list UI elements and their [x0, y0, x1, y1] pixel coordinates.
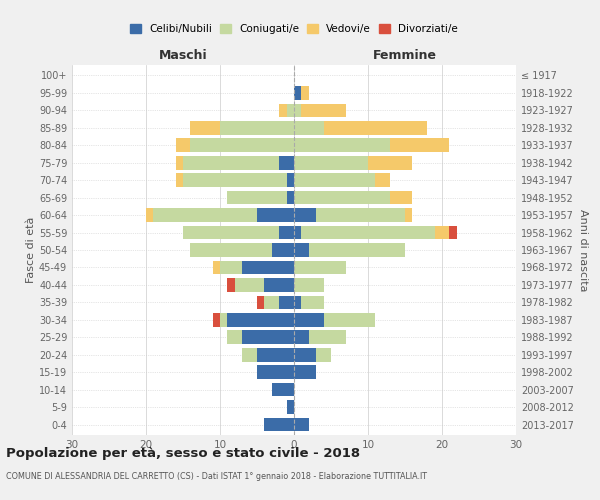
Bar — [294, 418, 309, 432]
Bar — [176, 156, 183, 170]
Bar — [294, 156, 368, 170]
Bar — [323, 313, 376, 326]
Bar — [257, 348, 294, 362]
Bar — [294, 366, 316, 379]
Legend: Celibi/Nubili, Coniugati/e, Vedovi/e, Divorziati/e: Celibi/Nubili, Coniugati/e, Vedovi/e, Di… — [128, 22, 460, 36]
Bar — [294, 138, 390, 152]
Bar — [294, 208, 316, 222]
Bar — [227, 191, 287, 204]
Y-axis label: Anni di nascita: Anni di nascita — [578, 209, 587, 291]
Bar — [301, 86, 309, 100]
Bar — [279, 226, 294, 239]
Bar — [242, 330, 294, 344]
Text: COMUNE DI ALESSANDRIA DEL CARRETTO (CS) - Dati ISTAT 1° gennaio 2018 - Elaborazi: COMUNE DI ALESSANDRIA DEL CARRETTO (CS) … — [6, 472, 427, 481]
Bar — [265, 278, 294, 291]
Bar — [272, 243, 294, 257]
Bar — [242, 260, 294, 274]
Text: Femmine: Femmine — [373, 50, 437, 62]
Bar — [294, 86, 301, 100]
Text: Popolazione per età, sesso e stato civile - 2018: Popolazione per età, sesso e stato civil… — [6, 448, 360, 460]
Bar — [294, 278, 323, 291]
Bar — [301, 226, 434, 239]
Bar — [294, 313, 323, 326]
Bar — [294, 121, 323, 134]
Bar — [309, 243, 405, 257]
Bar — [294, 174, 376, 187]
Bar — [294, 260, 346, 274]
Bar — [279, 104, 287, 117]
Bar — [316, 208, 405, 222]
Y-axis label: Fasce di età: Fasce di età — [26, 217, 36, 283]
Bar — [265, 418, 294, 432]
Bar — [220, 121, 294, 134]
Bar — [294, 104, 301, 117]
Bar — [390, 191, 412, 204]
Bar — [212, 260, 220, 274]
Bar — [301, 104, 346, 117]
Bar — [220, 260, 242, 274]
Bar — [368, 156, 412, 170]
Bar — [257, 208, 294, 222]
Bar — [257, 366, 294, 379]
Bar — [242, 348, 257, 362]
Bar — [309, 330, 346, 344]
Bar — [257, 296, 265, 309]
Bar — [390, 138, 449, 152]
Text: Maschi: Maschi — [158, 50, 208, 62]
Bar — [287, 191, 294, 204]
Bar — [316, 348, 331, 362]
Bar — [405, 208, 412, 222]
Bar — [376, 174, 390, 187]
Bar — [190, 138, 294, 152]
Bar — [323, 121, 427, 134]
Bar — [183, 156, 279, 170]
Bar — [449, 226, 457, 239]
Bar — [279, 156, 294, 170]
Bar — [294, 296, 301, 309]
Bar — [212, 313, 220, 326]
Bar — [294, 226, 301, 239]
Bar — [183, 226, 279, 239]
Bar — [176, 174, 183, 187]
Bar — [146, 208, 154, 222]
Bar — [227, 313, 294, 326]
Bar — [287, 400, 294, 414]
Bar — [294, 330, 309, 344]
Bar — [294, 243, 309, 257]
Bar — [294, 348, 316, 362]
Bar — [294, 191, 390, 204]
Bar — [287, 104, 294, 117]
Bar — [190, 121, 220, 134]
Bar — [227, 330, 242, 344]
Bar — [272, 383, 294, 396]
Bar — [434, 226, 449, 239]
Bar — [235, 278, 265, 291]
Bar — [265, 296, 279, 309]
Bar — [190, 243, 272, 257]
Bar — [176, 138, 190, 152]
Bar — [287, 174, 294, 187]
Bar — [301, 296, 323, 309]
Bar — [183, 174, 287, 187]
Bar — [154, 208, 257, 222]
Bar — [220, 313, 227, 326]
Bar — [279, 296, 294, 309]
Bar — [227, 278, 235, 291]
